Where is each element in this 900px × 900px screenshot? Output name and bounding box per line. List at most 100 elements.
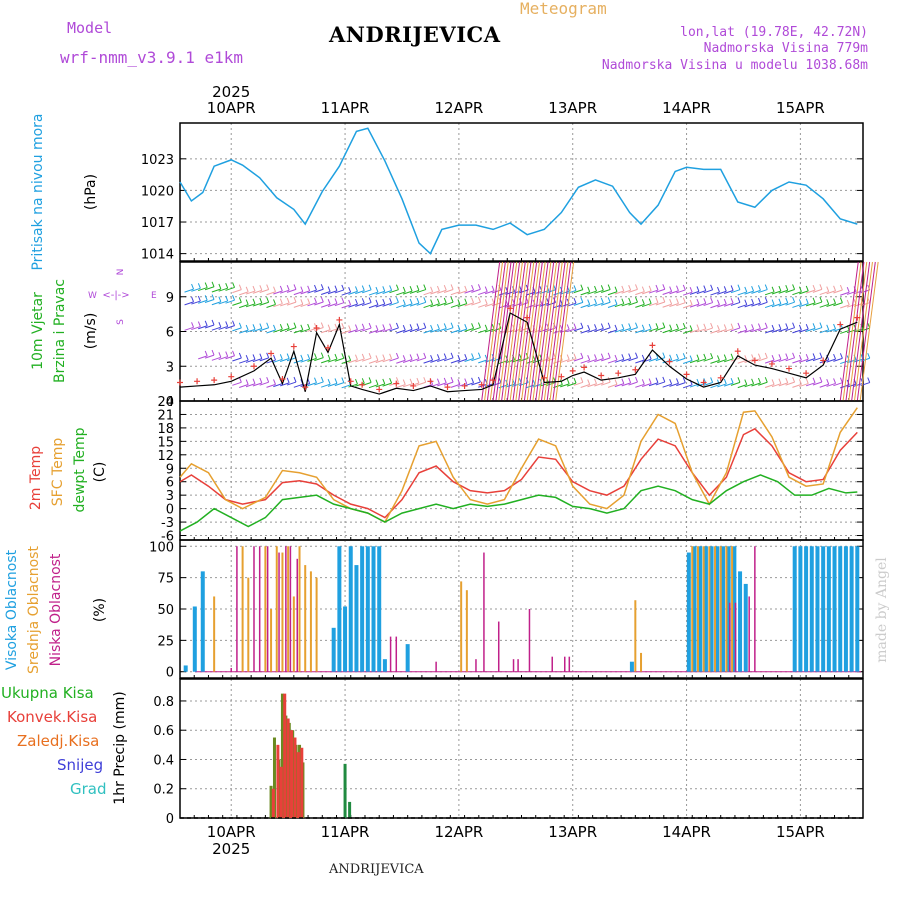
wind-barb — [778, 327, 788, 332]
wind-barb-flag — [355, 286, 358, 292]
cloud-high-bar — [629, 661, 634, 672]
wind-barb — [764, 329, 775, 334]
wind-barb-flag — [607, 377, 611, 383]
wind-barb-flag — [778, 285, 782, 292]
wind-barb — [402, 290, 413, 295]
bottom-day-label: 13APR — [548, 823, 597, 841]
wind-barb-flag — [232, 320, 235, 326]
wind-barb — [348, 329, 358, 334]
wind-barb — [307, 302, 317, 307]
wind-barb — [744, 383, 754, 388]
wind-barb-flag — [819, 376, 823, 383]
cloud-mid-bar — [696, 546, 699, 672]
wind-barb — [259, 381, 269, 386]
wind-barb — [211, 288, 222, 293]
panel-cloud_cover — [179, 539, 864, 679]
wind-barb-flag — [689, 286, 693, 293]
wind-barb — [505, 329, 515, 334]
wind-barb-flag — [477, 322, 481, 328]
wind-barb — [505, 383, 515, 388]
cloud-mid-bar — [708, 546, 711, 672]
wind-barb-flag — [273, 354, 276, 361]
wind-barb-flag — [341, 353, 345, 359]
wind-barb — [457, 290, 467, 295]
y-tick-label: 0.4 — [153, 753, 174, 768]
y-tick-label: 24 — [157, 395, 174, 410]
watermark: made by Angel — [874, 557, 890, 663]
wind-barb — [737, 329, 747, 334]
wind-barb — [648, 302, 659, 307]
y-tick-label: 100 — [149, 540, 174, 555]
gust-marker — [336, 316, 343, 323]
wind-barb — [355, 358, 365, 363]
wind-barb-flag — [286, 377, 290, 384]
wind-barb — [423, 291, 433, 296]
wind-barb-flag — [471, 323, 475, 329]
wind-barb-flag — [471, 284, 475, 291]
wind-barb — [840, 329, 850, 334]
wind-barb — [389, 327, 399, 332]
wind-barb — [375, 383, 385, 388]
wind-barb-flag — [211, 294, 215, 300]
wind-barb — [273, 328, 283, 333]
wind-barb — [771, 328, 782, 333]
y-tick-label: -3 — [161, 516, 174, 531]
wind-barb-flag — [341, 322, 345, 329]
top-year-label: 2025 — [212, 83, 250, 101]
wind-barb-flag — [382, 354, 386, 360]
wind-barb — [218, 287, 228, 292]
wind-barb — [198, 287, 208, 292]
gust-marker — [376, 386, 383, 393]
cloud-high-bar — [832, 546, 837, 672]
wind-barb-flag — [205, 375, 207, 380]
wind-barb — [280, 302, 290, 307]
wind-barb — [614, 328, 625, 333]
wind-barb-flag — [361, 353, 365, 360]
precip-total-bar — [348, 801, 352, 818]
compass-s: S — [116, 319, 126, 325]
wind-barb — [607, 304, 618, 308]
wind-barb — [682, 329, 693, 334]
wind-barb — [717, 359, 727, 364]
wind-barb-flag — [320, 284, 324, 290]
wind-strong-hatch — [839, 261, 859, 402]
wind-barb-flag — [798, 286, 802, 292]
wind-barb-flag — [457, 354, 461, 361]
wind-barb-flag — [628, 353, 632, 359]
wind-barb-flag — [669, 378, 673, 385]
wind-barb — [635, 359, 645, 364]
wind-barb — [539, 302, 549, 307]
wind-barb — [314, 381, 324, 386]
cloud-low-bar — [395, 636, 398, 672]
wind-barb — [655, 288, 665, 293]
wind-barb — [799, 358, 809, 363]
wind-barb-flag — [355, 298, 358, 305]
wind-barb-flag — [785, 353, 789, 359]
wind-barb-flag — [716, 325, 720, 331]
wind-barb — [464, 302, 474, 307]
y-tick-label: 50 — [157, 603, 174, 618]
wind-barb-flag — [477, 296, 481, 303]
wind-barb — [450, 291, 461, 296]
wind-barb-flag — [771, 299, 775, 305]
cloud-low-bar — [435, 661, 437, 672]
wind-barb-flag — [327, 378, 331, 385]
wind-barb — [676, 357, 686, 362]
wind-barb — [389, 357, 399, 362]
wind-barb — [191, 326, 201, 331]
wind-barb-flag — [594, 354, 597, 360]
wind-barb — [416, 289, 426, 294]
wind-barb-flag — [327, 286, 331, 292]
cloud-mid-bar — [460, 581, 463, 672]
gust-marker — [290, 343, 297, 350]
wind-barb — [607, 291, 618, 296]
precip-convective-bar — [300, 747, 304, 818]
wind-barb — [450, 303, 461, 308]
wind-barb — [723, 358, 734, 363]
wind-barb-flag — [484, 286, 488, 292]
wind-barb-flag — [225, 351, 229, 357]
wind-barb-flag — [375, 286, 379, 293]
cloud-mid-bar — [465, 590, 468, 672]
wind-barb-flag — [600, 323, 604, 329]
gust-marker — [211, 377, 218, 384]
